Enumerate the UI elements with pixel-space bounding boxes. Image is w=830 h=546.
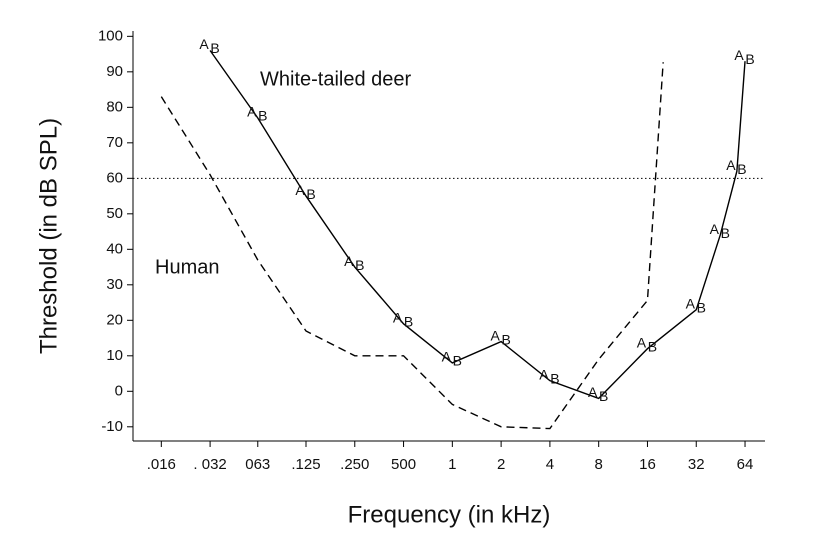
point-label: A xyxy=(734,47,744,63)
point-label: A xyxy=(442,349,452,365)
series-line xyxy=(160,62,664,430)
point-label: A xyxy=(344,253,354,269)
point-label: A xyxy=(490,327,500,343)
x-tick-label: .250 xyxy=(340,456,369,473)
x-tick-label: 1 xyxy=(448,456,456,473)
point-label: B xyxy=(599,388,608,404)
point-label: B xyxy=(501,331,510,347)
point-label: A xyxy=(710,221,720,237)
y-tick-label: 80 xyxy=(106,98,123,115)
x-tick-label: 063 xyxy=(245,456,270,473)
y-tick-label: -10 xyxy=(101,418,123,435)
point-label: B xyxy=(306,186,315,202)
point-label: B xyxy=(453,353,462,369)
x-axis-label: Frequency (in kHz) xyxy=(348,501,551,528)
point-label: B xyxy=(550,370,559,386)
x-tick-label: 64 xyxy=(737,456,754,473)
point-label: B xyxy=(697,299,706,315)
point-label: A xyxy=(247,104,257,120)
point-label: B xyxy=(210,40,219,56)
y-tick-label: 100 xyxy=(98,27,123,44)
y-axis-label: Threshold (in dB SPL) xyxy=(35,118,62,354)
point-label: B xyxy=(721,225,730,241)
point-label: B xyxy=(258,108,267,124)
point-label: B xyxy=(355,257,364,273)
series-label: White-tailed deer xyxy=(260,68,412,90)
x-tick-label: 2 xyxy=(497,456,505,473)
x-tick-label: 16 xyxy=(639,456,656,473)
series-label: Human xyxy=(155,256,219,278)
y-tick-label: 30 xyxy=(106,276,123,293)
y-tick-label: 50 xyxy=(106,205,123,222)
y-tick-label: 90 xyxy=(106,63,123,80)
point-label: A xyxy=(637,334,647,350)
series-line xyxy=(209,50,746,400)
point-label: A xyxy=(539,366,549,382)
y-tick-label: 70 xyxy=(106,134,123,151)
point-label: A xyxy=(393,310,403,326)
y-tick-label: 20 xyxy=(106,311,123,328)
x-tick-label: 4 xyxy=(546,456,554,473)
x-tick-label: .016 xyxy=(147,456,176,473)
x-tick-label: 8 xyxy=(595,456,603,473)
x-tick-label: . 032 xyxy=(193,456,226,473)
point-label: B xyxy=(737,161,746,177)
point-label: B xyxy=(404,314,413,330)
x-tick-label: .125 xyxy=(291,456,320,473)
y-tick-label: 60 xyxy=(106,169,123,186)
point-label: B xyxy=(745,51,754,67)
point-label: A xyxy=(726,157,736,173)
y-tick-label: 10 xyxy=(106,347,123,364)
x-tick-label: 32 xyxy=(688,456,705,473)
point-label: A xyxy=(295,182,305,198)
point-label: A xyxy=(686,295,696,311)
x-tick-label: 500 xyxy=(391,456,416,473)
point-label: B xyxy=(648,338,657,354)
point-label: A xyxy=(199,36,209,52)
y-tick-label: 0 xyxy=(115,382,123,399)
y-tick-label: 40 xyxy=(106,240,123,257)
point-label: A xyxy=(588,384,598,400)
